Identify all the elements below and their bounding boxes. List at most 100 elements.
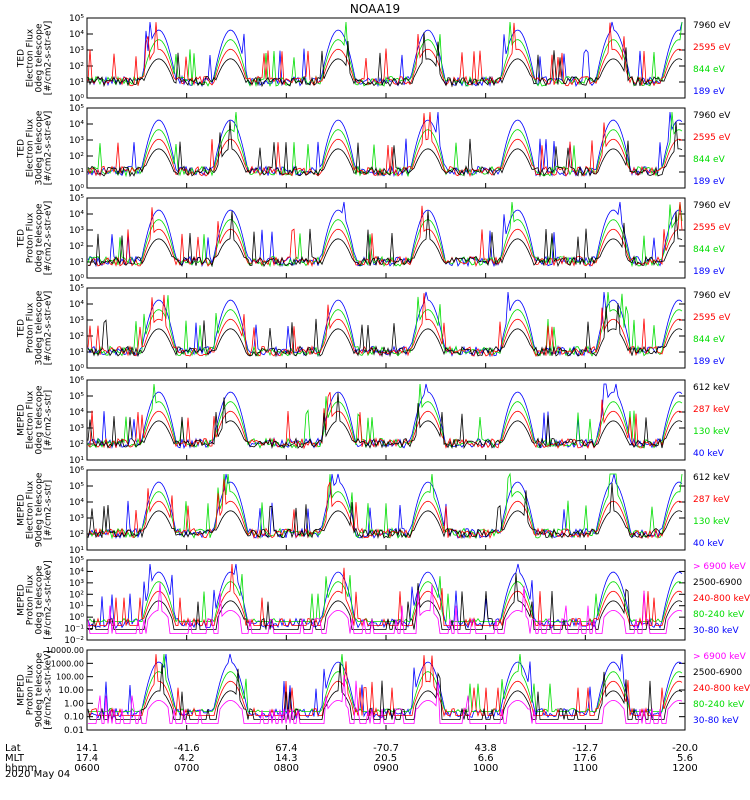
x-tick-label: 20.5 bbox=[375, 753, 397, 764]
y-axis-label: MEPEDElectron Flux0deg telescope[#/cm2-s… bbox=[17, 385, 54, 455]
y-tick-label: 10⁴ bbox=[69, 120, 84, 130]
legend-entry: 2595 eV bbox=[693, 43, 731, 53]
flux-trace-black bbox=[87, 392, 683, 450]
y-axis-label: MEPEDProton Flux90deg telescope[#/cm2-s-… bbox=[17, 650, 54, 729]
panel-meped-proton-90deg: 0.01 0.10 1.00 10.00 100.00 1000.00 10000.00ME… bbox=[17, 646, 750, 736]
y-tick-label: 10² bbox=[69, 152, 84, 162]
y-tick-label: 10000.00 bbox=[46, 646, 84, 655]
flux-trace-blue bbox=[87, 473, 683, 539]
x-tick-label: -41.6 bbox=[174, 743, 200, 754]
y-tick-label: 1.00 bbox=[64, 699, 84, 709]
date-label: 2020 May 04 bbox=[5, 769, 70, 780]
y-tick-label: 10¹ bbox=[69, 348, 84, 358]
y-tick-label: 10⁻² bbox=[64, 636, 84, 646]
x-row-label: Lat bbox=[5, 743, 21, 754]
x-tick-label: 0600 bbox=[74, 763, 99, 774]
y-axis-label: TEDElectron Flux0deg telescope[#/cm2-s-s… bbox=[17, 21, 54, 96]
y-tick-label: 10⁰ bbox=[69, 364, 84, 374]
flux-traces bbox=[87, 111, 683, 178]
legend-entry: 189 eV bbox=[693, 87, 726, 97]
panel-frame bbox=[86, 287, 686, 369]
panel-ted-proton-0deg: 10⁰ 10¹ 10² 10³ 10⁴ 10⁵ TEDProton Flux0deg tel… bbox=[17, 194, 732, 284]
legend-entry: 844 eV bbox=[693, 335, 726, 345]
legend-entry: > 6900 keV bbox=[693, 652, 747, 662]
flux-trace-green bbox=[87, 21, 683, 87]
panel-ted-electron-30deg: 10⁰ 10¹ 10² 10³ 10⁴ 10⁵ TEDElectron Flux30deg … bbox=[17, 104, 732, 194]
flux-trace-green bbox=[87, 383, 683, 449]
y-tick-label: 10¹ bbox=[69, 168, 84, 178]
y-tick-label: 10¹ bbox=[69, 602, 84, 612]
y-axis-label: MEPEDProton Flux0deg telescope[#/cm2-s-s… bbox=[17, 560, 54, 639]
legend: 7960 eV 2595 eV 844 eV 189 eV bbox=[693, 201, 731, 277]
legend: 7960 eV 2595 eV 844 eV 189 eV bbox=[693, 291, 731, 367]
y-tick-label: 10⁰ bbox=[69, 94, 84, 104]
y-tick-label: 10⁻¹ bbox=[64, 625, 84, 635]
y-tick-label: 10³ bbox=[69, 424, 84, 434]
legend-entry: 612 keV bbox=[693, 383, 730, 393]
y-tick-label: 10¹ bbox=[69, 258, 84, 268]
y-tick-label: 10⁴ bbox=[69, 210, 84, 220]
flux-traces bbox=[87, 653, 683, 724]
legend-entry: 240-800 keV bbox=[693, 594, 750, 604]
legend-entry: 844 eV bbox=[693, 245, 726, 255]
flux-trace-red bbox=[87, 22, 683, 88]
y-tick-label: 10³ bbox=[69, 226, 84, 236]
legend-entry: 30-80 keV bbox=[693, 626, 739, 636]
flux-trace-magenta bbox=[88, 675, 683, 724]
flux-trace-red bbox=[87, 293, 683, 358]
legend-entry: 844 eV bbox=[693, 65, 726, 75]
legend-entry: 612 keV bbox=[693, 473, 730, 483]
y-tick-label: 10³ bbox=[69, 514, 84, 524]
legend-entry: 2595 eV bbox=[693, 313, 731, 323]
legend-entry: 287 keV bbox=[693, 495, 730, 505]
y-tick-label: 10² bbox=[69, 440, 84, 450]
y-tick-label: 10⁴ bbox=[69, 567, 84, 577]
flux-trace-green bbox=[87, 472, 683, 540]
legend: > 6900 keV 2500-6900 240-800 keV 80-240 keV… bbox=[693, 562, 750, 636]
flux-trace-red bbox=[87, 111, 683, 178]
flux-trace-red bbox=[87, 654, 683, 718]
y-tick-label: 10⁵ bbox=[69, 14, 84, 24]
y-tick-label: 10¹ bbox=[69, 456, 84, 466]
panel-ted-electron-0deg: 10⁰ 10¹ 10² 10³ 10⁴ 10⁵ TEDElectron Flux0deg t… bbox=[17, 14, 732, 104]
legend-entry: 189 eV bbox=[693, 177, 726, 187]
y-tick-label: 10¹ bbox=[69, 546, 84, 556]
y-axis-label: MEPEDElectron Flux90deg telescope[#/cm2-… bbox=[17, 472, 54, 547]
legend-entry: 844 eV bbox=[693, 155, 726, 165]
panel-frame bbox=[86, 197, 686, 279]
flux-trace-black bbox=[87, 482, 683, 540]
y-tick-label: 10⁶ bbox=[69, 466, 84, 476]
flux-trace-blue bbox=[87, 21, 683, 88]
flux-trace-magenta bbox=[87, 582, 683, 634]
x-tick-label: 67.4 bbox=[275, 743, 297, 754]
flux-traces bbox=[87, 472, 683, 540]
y-tick-label: 0.10 bbox=[64, 713, 84, 723]
legend-entry: 2500-6900 bbox=[693, 578, 742, 588]
legend-entry: 7960 eV bbox=[693, 21, 731, 31]
x-tick-label: 14.3 bbox=[275, 753, 297, 764]
y-tick-label: 10⁵ bbox=[69, 194, 84, 204]
x-tick-label: 0900 bbox=[373, 763, 398, 774]
y-tick-label: 10⁴ bbox=[69, 30, 84, 40]
y-tick-label: 10⁴ bbox=[69, 300, 84, 310]
flux-trace-blue bbox=[87, 111, 683, 177]
flux-trace-black bbox=[87, 210, 683, 268]
flux-trace-red bbox=[88, 563, 683, 628]
flux-traces bbox=[87, 291, 683, 358]
legend-entry: 80-240 keV bbox=[693, 610, 745, 620]
x-tick-label: 1100 bbox=[573, 763, 598, 774]
y-tick-label: 10.00 bbox=[58, 686, 84, 696]
y-tick-label: 10³ bbox=[69, 579, 84, 589]
legend: 612 keV 287 keV 130 keV 40 keV bbox=[693, 473, 730, 549]
legend-entry: 40 keV bbox=[693, 449, 725, 459]
flux-trace-green bbox=[87, 573, 683, 623]
y-axis-label: TEDProton Flux30deg telescope[#/cm2-s-st… bbox=[17, 290, 54, 365]
flux-trace-blue bbox=[87, 201, 683, 268]
x-tick-label: 0700 bbox=[174, 763, 199, 774]
x-tick-label: -20.0 bbox=[672, 743, 698, 754]
x-tick-label: 17.6 bbox=[574, 753, 596, 764]
flux-trace-black bbox=[88, 573, 683, 630]
flux-trace-black bbox=[87, 32, 683, 88]
flux-trace-green bbox=[87, 201, 683, 268]
y-tick-label: 10⁰ bbox=[69, 274, 84, 284]
